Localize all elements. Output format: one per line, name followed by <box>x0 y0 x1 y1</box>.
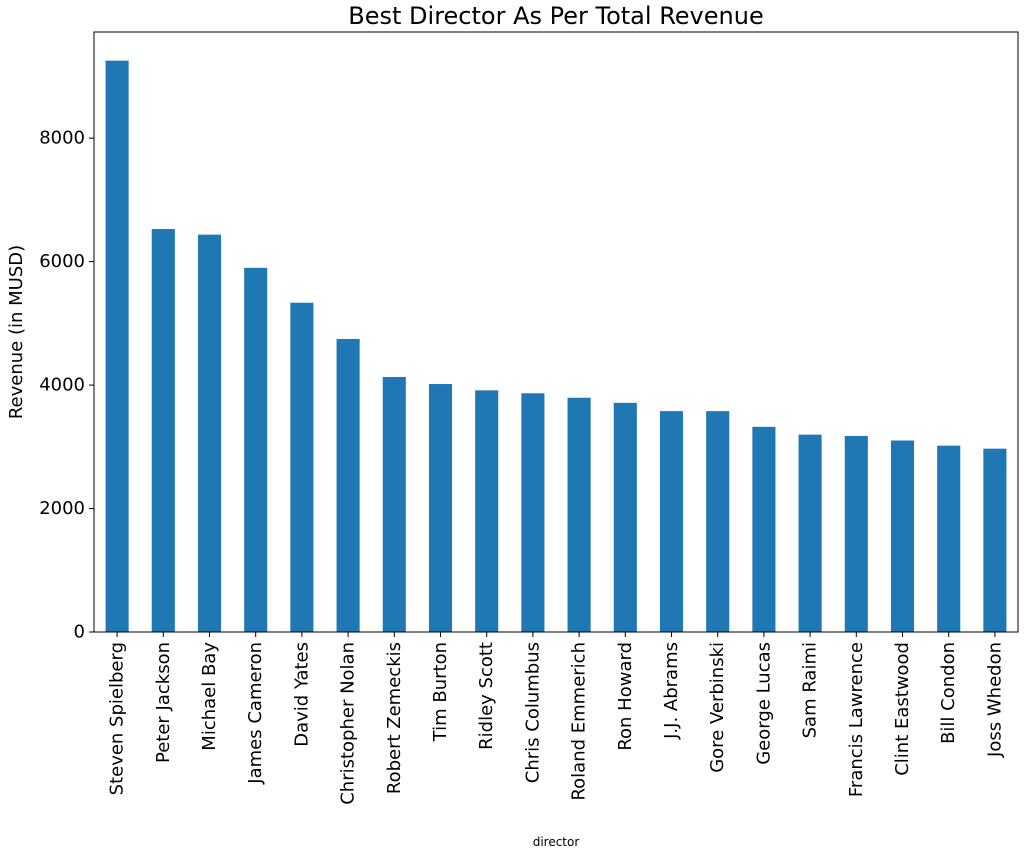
bar-19 <box>937 445 961 632</box>
bar-12 <box>613 402 637 632</box>
bar-8 <box>428 384 453 632</box>
bars-group <box>105 60 1007 633</box>
x-tick-label: Robert Zemeckis <box>384 642 405 794</box>
x-tick-label: James Cameron <box>245 642 266 785</box>
bar-7 <box>382 377 406 632</box>
x-tick-label: Steven Spielberg <box>107 642 128 795</box>
bar-13 <box>659 411 684 632</box>
bar-17 <box>844 435 868 632</box>
x-axis-label: director <box>533 835 580 849</box>
x-tick-label: Bill Condon <box>938 642 959 744</box>
y-tick-label: 6000 <box>39 251 85 272</box>
plot-frame <box>93 31 1019 633</box>
y-tick-label: 2000 <box>39 498 85 519</box>
x-axis: Steven Spielberg Peter Jackson Michael Bay… <box>107 632 1005 805</box>
y-tick-label: 8000 <box>39 128 85 149</box>
x-tick-label: Roland Emmerich <box>569 642 590 801</box>
x-tick-label: David Yates <box>291 642 312 747</box>
y-tick-label: 0 <box>74 622 85 643</box>
x-tick-label: Christopher Nolan <box>338 642 359 805</box>
bar-6 <box>336 338 360 632</box>
x-tick-label: Ron Howard <box>615 642 636 751</box>
bar-18 <box>890 440 915 632</box>
x-tick-label: Peter Jackson <box>153 642 174 763</box>
bar-14 <box>706 411 730 632</box>
x-tick-label: Sam Raimi <box>800 642 821 738</box>
y-tick-label: 4000 <box>39 375 85 396</box>
y-axis-label: Revenue (in MUSD) <box>6 245 27 419</box>
x-tick-label: J.J. Abrams <box>661 642 682 740</box>
bar-5 <box>290 302 314 632</box>
bar-3 <box>197 234 222 632</box>
x-tick-label: Michael Bay <box>199 642 220 751</box>
bar-15 <box>752 426 776 632</box>
bar-10 <box>521 393 545 632</box>
x-tick-label: Tim Burton <box>430 642 451 742</box>
chart-title: Best Director As Per Total Revenue <box>348 2 763 30</box>
x-tick-label: George Lucas <box>753 642 774 765</box>
x-tick-label: Chris Columbus <box>522 642 543 783</box>
x-tick-label: Clint Eastwood <box>892 642 913 776</box>
bar-4 <box>244 267 268 632</box>
bar-9 <box>475 390 499 632</box>
x-tick-label: Gore Verbinski <box>707 642 728 773</box>
x-tick-label: Francis Lawrence <box>846 642 867 797</box>
x-tick-label: Ridley Scott <box>476 642 497 750</box>
bar-2 <box>151 229 175 632</box>
y-axis: 0 2000 4000 6000 8000 <box>39 128 94 643</box>
bar-16 <box>798 434 822 632</box>
bar-1 <box>105 60 129 633</box>
bar-11 <box>567 397 591 632</box>
x-tick-label: Joss Whedon <box>984 642 1005 758</box>
bar-20 <box>983 448 1007 632</box>
